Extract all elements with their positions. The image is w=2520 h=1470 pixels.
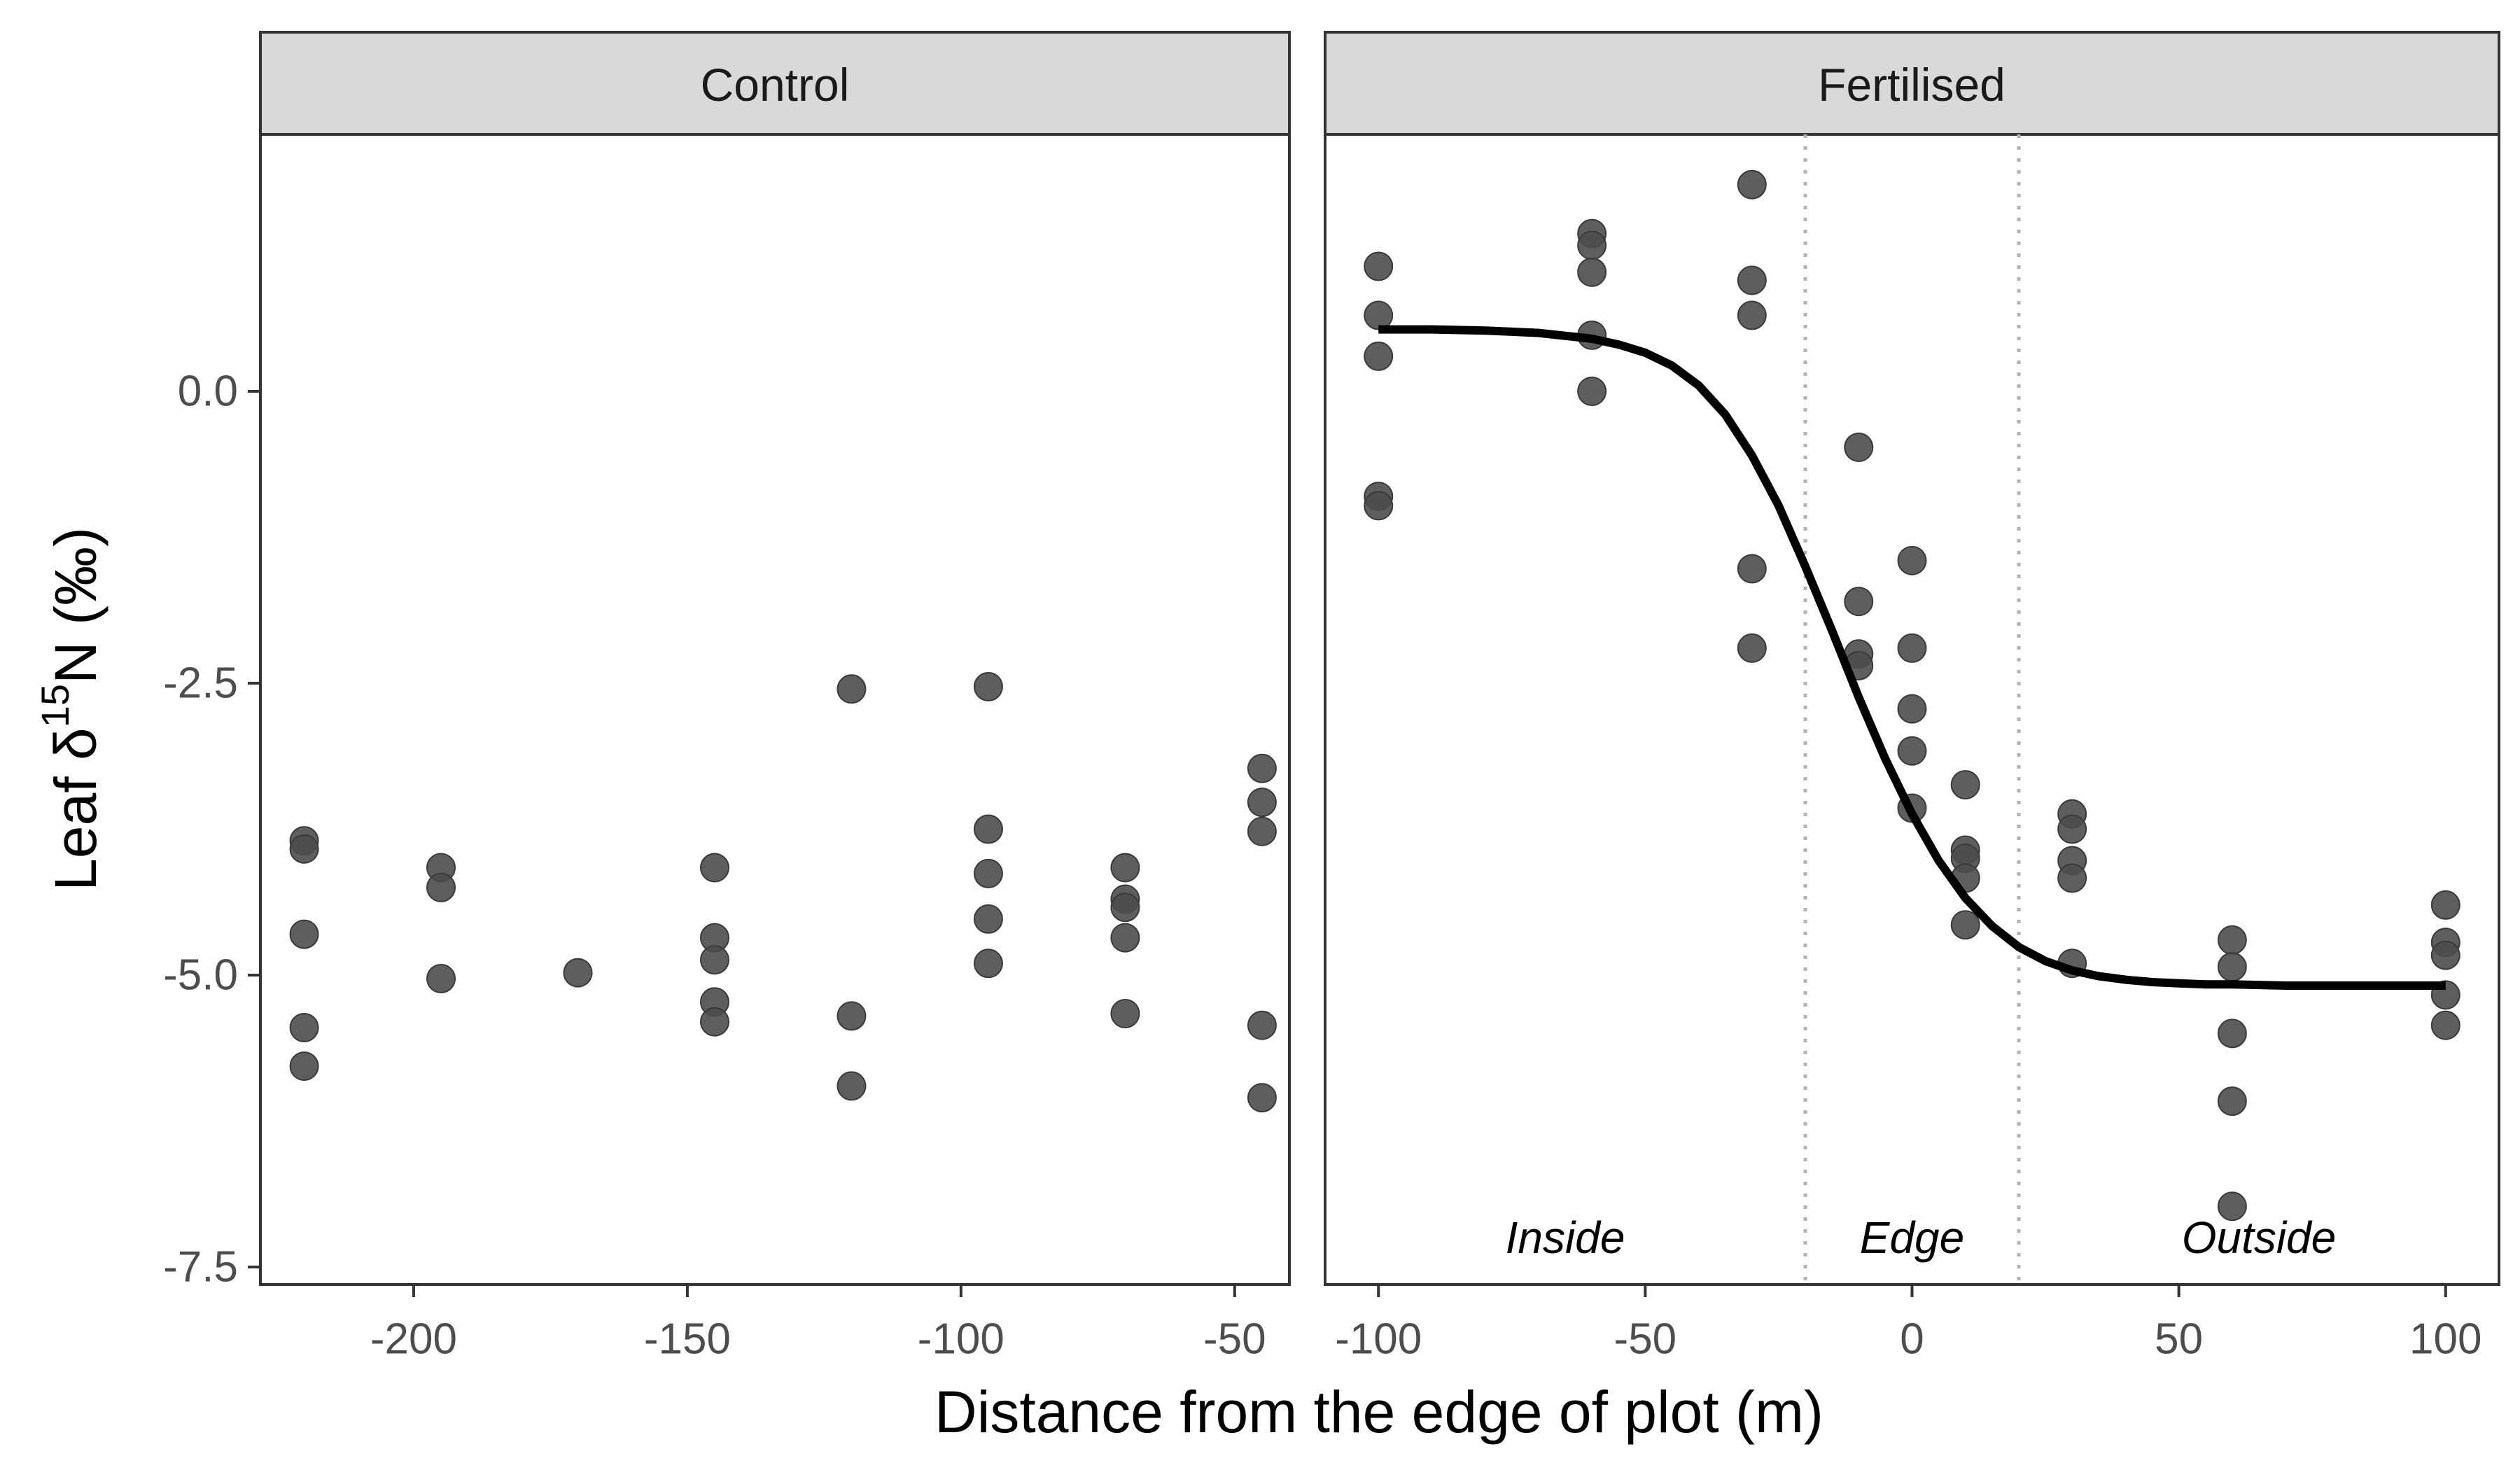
data-point bbox=[289, 1013, 319, 1043]
data-point bbox=[1737, 265, 1767, 295]
x-tick-label: 50 bbox=[2155, 1315, 2203, 1364]
data-point bbox=[1110, 999, 1140, 1029]
data-point bbox=[1577, 230, 1607, 260]
data-point bbox=[2217, 1018, 2247, 1049]
data-point bbox=[1110, 853, 1140, 883]
strip-label-control: Control bbox=[701, 59, 850, 111]
fitted-curve bbox=[1378, 325, 2446, 990]
data-point bbox=[1950, 910, 1980, 940]
data-point bbox=[289, 919, 319, 949]
data-point bbox=[1247, 753, 1277, 783]
y-tick-label: -2.5 bbox=[163, 659, 238, 707]
data-point bbox=[2430, 1010, 2460, 1040]
data-point bbox=[2430, 940, 2460, 970]
x-tick-label: -50 bbox=[1203, 1315, 1266, 1364]
x-tick-label: -200 bbox=[370, 1315, 457, 1364]
data-point bbox=[1737, 169, 1767, 200]
y-axis-title-suffix: N (‰) bbox=[43, 527, 108, 684]
data-point bbox=[563, 958, 593, 988]
data-point bbox=[1577, 257, 1607, 287]
x-axis-title: Distance from the edge of plot (m) bbox=[934, 1379, 1823, 1445]
data-point bbox=[1950, 770, 1980, 800]
data-point bbox=[1247, 788, 1277, 818]
y-tick-label: -5.0 bbox=[163, 951, 238, 999]
data-point bbox=[289, 1051, 319, 1082]
data-point bbox=[1577, 376, 1607, 406]
data-point bbox=[1737, 300, 1767, 330]
y-tick-label: -7.5 bbox=[163, 1242, 238, 1291]
data-point bbox=[426, 963, 456, 993]
data-point bbox=[1737, 554, 1767, 584]
data-point bbox=[2217, 1191, 2247, 1222]
region-labels: Inside Edge Outside bbox=[1506, 1212, 2337, 1263]
data-point bbox=[289, 834, 319, 864]
data-point bbox=[1844, 587, 1874, 617]
region-label-outside: Outside bbox=[2182, 1212, 2337, 1263]
x-tick-label: 100 bbox=[2409, 1315, 2482, 1364]
panel-fertilised: Fertilised Inside Edge Outside -100 -50 0 50 1… bbox=[1324, 31, 2500, 1364]
x-tick-label: -150 bbox=[644, 1315, 731, 1364]
y-axis-title: Leaf δ15N (‰) bbox=[33, 527, 109, 891]
data-point bbox=[2057, 814, 2087, 844]
region-label-edge: Edge bbox=[1860, 1212, 1964, 1263]
points-control bbox=[289, 671, 1277, 1113]
region-label-inside: Inside bbox=[1506, 1212, 1625, 1263]
data-point bbox=[2217, 925, 2247, 955]
data-point bbox=[1364, 300, 1394, 330]
data-point bbox=[1737, 633, 1767, 663]
data-point bbox=[836, 674, 867, 704]
panel-control: Control -200 -150 -100 -50 bbox=[259, 31, 1291, 1364]
data-point bbox=[1897, 545, 1927, 575]
data-point bbox=[699, 945, 729, 975]
data-point bbox=[973, 904, 1003, 934]
data-point bbox=[836, 1001, 867, 1031]
data-point bbox=[1897, 736, 1927, 766]
data-point bbox=[1364, 491, 1394, 521]
y-tick-label: 0.0 bbox=[178, 367, 238, 415]
data-point bbox=[836, 1071, 867, 1101]
data-point bbox=[1247, 1010, 1277, 1040]
data-point bbox=[973, 671, 1003, 701]
data-point bbox=[1897, 633, 1927, 663]
data-point bbox=[1364, 341, 1394, 371]
data-point bbox=[2217, 952, 2247, 982]
y-axis: 0.0 -2.5 -5.0 -7.5 bbox=[163, 367, 260, 1291]
data-point bbox=[973, 814, 1003, 844]
data-point bbox=[1364, 251, 1394, 281]
data-point bbox=[1247, 816, 1277, 846]
data-point bbox=[426, 872, 456, 902]
data-point bbox=[1844, 433, 1874, 463]
x-tick-label: -100 bbox=[1335, 1315, 1422, 1364]
boundary-lines bbox=[1803, 134, 2021, 1284]
x-tick-label: -100 bbox=[918, 1315, 1004, 1364]
plot-area-control bbox=[259, 133, 1291, 1286]
x-tick-label: 0 bbox=[1900, 1315, 1924, 1364]
data-point bbox=[2217, 1086, 2247, 1116]
y-axis-title-prefix: Leaf δ bbox=[43, 727, 108, 891]
data-point bbox=[973, 858, 1003, 888]
data-point bbox=[1110, 923, 1140, 953]
data-point bbox=[699, 1007, 729, 1037]
data-point bbox=[1110, 892, 1140, 923]
x-tick-label: -50 bbox=[1614, 1315, 1677, 1364]
data-point bbox=[2057, 863, 2087, 893]
strip-background-fertilised bbox=[1324, 31, 2500, 136]
strip-label-fertilised: Fertilised bbox=[1818, 59, 2005, 111]
y-axis-title-superscript: 15 bbox=[33, 684, 77, 727]
strip-background-control bbox=[259, 31, 1291, 136]
x-axis-fertilised: -100 -50 0 50 100 bbox=[1335, 1284, 2482, 1364]
data-point bbox=[973, 948, 1003, 979]
data-point bbox=[1897, 694, 1927, 724]
x-axis-control: -200 -150 -100 -50 bbox=[370, 1284, 1266, 1364]
data-point bbox=[2430, 890, 2460, 920]
data-point bbox=[1247, 1083, 1277, 1113]
data-point bbox=[699, 853, 729, 883]
